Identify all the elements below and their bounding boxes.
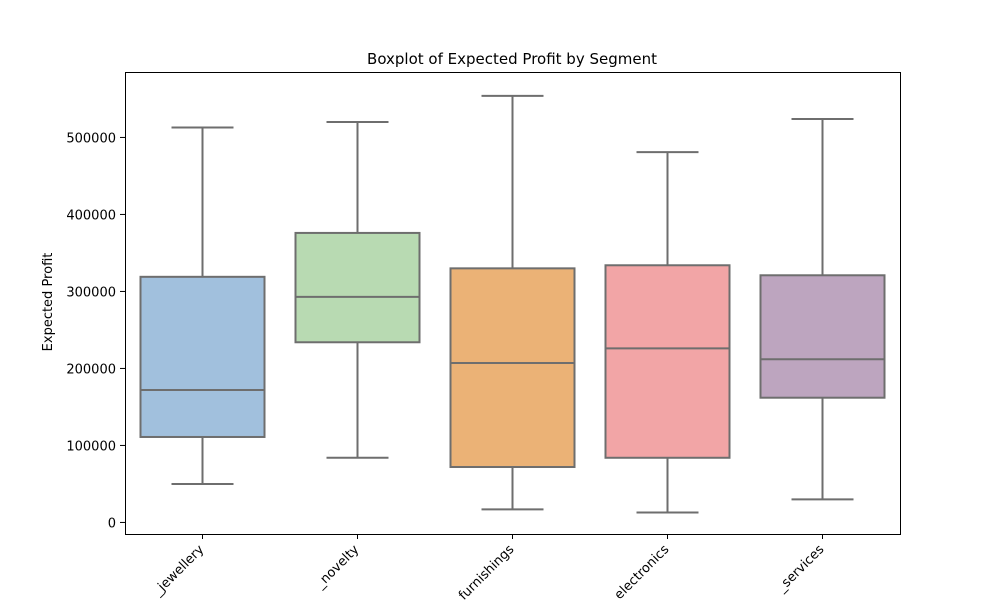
- box-group: [604, 151, 731, 514]
- box: [604, 264, 731, 459]
- box: [294, 231, 421, 344]
- y-axis: 0 100000 200000 300000 400000 500000: [66, 131, 125, 531]
- y-tick-label: 500000: [66, 131, 116, 146]
- plot-frame: [125, 72, 901, 535]
- x-tick-label: _novelty: [312, 542, 362, 592]
- x-tick-label: electronics: [612, 542, 673, 600]
- x-tick-label: _services: [774, 542, 828, 596]
- y-tick-label: 0: [108, 516, 116, 531]
- x-tick-label: furnishings: [456, 542, 517, 600]
- y-axis-label: Expected Profit: [41, 253, 56, 352]
- boxes-layer: [139, 94, 886, 514]
- box-group: [294, 121, 421, 459]
- y-tick-label: 300000: [66, 285, 116, 300]
- box-group: [449, 94, 576, 511]
- box-group: [139, 126, 266, 485]
- box: [759, 274, 886, 399]
- box-group: [759, 117, 886, 501]
- y-tick-label: 400000: [66, 208, 116, 223]
- y-tick-label: 100000: [66, 439, 116, 454]
- x-axis: _jewellery _novelty furnishings electronics…: [150, 534, 827, 600]
- x-tick-label: _jewellery: [150, 542, 207, 599]
- y-tick-label: 200000: [66, 362, 116, 377]
- box: [449, 267, 576, 469]
- box: [139, 275, 266, 438]
- chart-title: Boxplot of Expected Profit by Segment: [367, 50, 657, 68]
